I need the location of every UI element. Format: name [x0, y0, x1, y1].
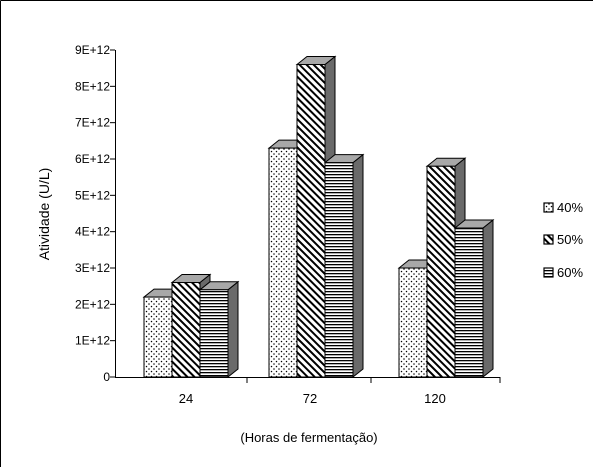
bar-front-face [143, 296, 173, 378]
bars [142, 55, 495, 379]
y-tick-label: 4E+12 [75, 225, 110, 239]
y-tick-label: 1E+12 [75, 334, 110, 348]
bar-side-face [352, 153, 364, 379]
bar-front-face [199, 289, 229, 378]
bar [323, 153, 365, 379]
y-tick-label: 0 [103, 370, 110, 384]
bar-front-face [398, 267, 428, 378]
bar [453, 218, 495, 379]
bar-front-face [426, 165, 456, 378]
bar-front-face [268, 147, 298, 378]
y-tick-label: 9E+12 [75, 43, 110, 57]
y-tick-label: 6E+12 [75, 152, 110, 166]
y-axis-ticks: 0 1E+12 2E+12 3E+12 4E+12 5E+12 6E+12 7E+12 8E+1… [75, 43, 115, 384]
bar-side-face [482, 218, 494, 379]
legend-item: 60% [543, 265, 583, 280]
legend-item: 50% [543, 232, 583, 247]
legend-swatch [543, 267, 554, 278]
y-tick-label: 3E+12 [75, 261, 110, 275]
legend-label: 60% [557, 265, 583, 280]
bar-side-face [227, 280, 239, 379]
bar [198, 280, 240, 379]
x-tick-label: 24 [179, 391, 193, 406]
legend-swatch [543, 234, 554, 245]
x-axis-ticks: 24 72 120 [179, 377, 501, 406]
bar-front-face [324, 162, 354, 378]
bar-front-face [296, 64, 326, 378]
y-tick-label: 7E+12 [75, 116, 110, 130]
bar [295, 55, 337, 379]
legend-item: 40% [543, 200, 583, 215]
bar-front-face [454, 227, 484, 378]
x-axis-title: (Horas de fermentação) [240, 430, 377, 445]
y-tick-label: 5E+12 [75, 188, 110, 202]
y-tick-label: 8E+12 [75, 79, 110, 93]
x-tick-label: 72 [303, 391, 317, 406]
legend-label: 40% [557, 200, 583, 215]
bar-front-face [171, 282, 201, 378]
legend-swatch [543, 202, 554, 213]
y-axis-title: Atividade (U/L) [36, 168, 52, 261]
legend-label: 50% [557, 232, 583, 247]
x-tick-label: 120 [424, 391, 446, 406]
legend: 40% 50% 60% [543, 200, 583, 280]
y-tick-label: 2E+12 [75, 297, 110, 311]
